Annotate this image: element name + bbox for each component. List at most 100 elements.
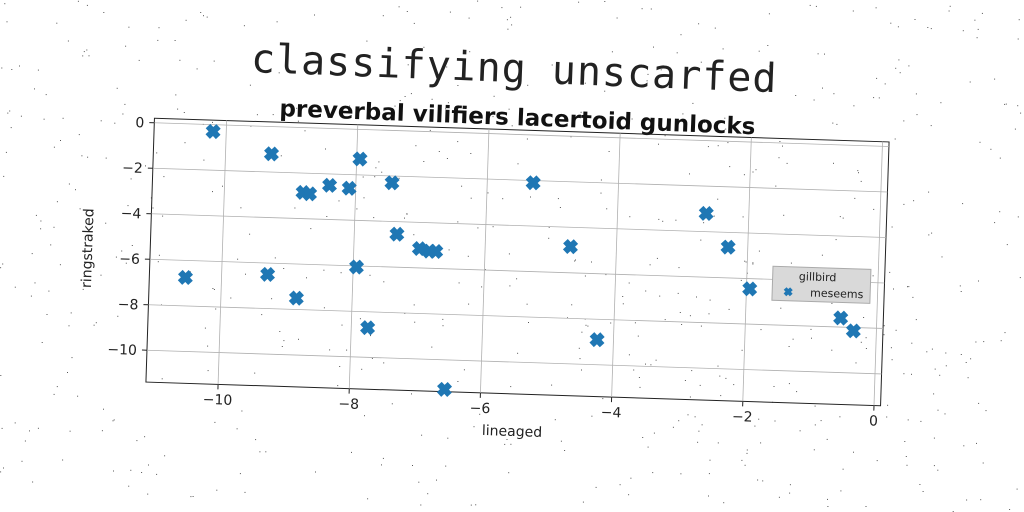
noise-dot (67, 40, 69, 42)
noise-dot (941, 256, 943, 258)
noise-dot (206, 16, 208, 18)
noise-dot (272, 114, 274, 116)
noise-dot (506, 62, 508, 64)
noise-dot (1017, 216, 1019, 218)
noise-dot (6, 21, 8, 23)
noise-dot (53, 146, 55, 148)
noise-dot (659, 295, 661, 297)
y-grid-line (149, 258, 885, 284)
data-point (389, 226, 405, 242)
noise-dot (447, 437, 449, 439)
noise-dot (708, 495, 709, 497)
noise-dot (254, 372, 256, 374)
noise-dot (608, 151, 610, 152)
noise-dot (117, 315, 119, 317)
noise-dot (1000, 340, 1002, 342)
noise-dot (256, 114, 258, 116)
noise-dot (724, 117, 726, 119)
plot-area: −10 −8 −6 −4 −2 0 0 −2 −4 −6 −8 −10 lineaged ringst… (79, 115, 890, 441)
noise-dot (962, 203, 964, 205)
noise-dot (551, 384, 553, 386)
noise-dot (79, 208, 81, 210)
noise-dot (477, 0, 479, 2)
noise-dot (431, 346, 433, 348)
noise-dot (40, 220, 42, 222)
noise-dot (164, 455, 166, 457)
data-point (177, 269, 194, 286)
noise-dot (131, 245, 133, 246)
noise-dot (737, 79, 738, 81)
plot-frame (145, 117, 890, 407)
noise-dot (128, 26, 130, 28)
legend-box (771, 265, 872, 304)
noise-dot (418, 481, 420, 483)
noise-dot (814, 424, 816, 426)
x-grid-line (480, 128, 490, 393)
noise-dot (960, 354, 962, 355)
noise-dot (719, 375, 721, 377)
noise-dot (672, 426, 674, 428)
noise-dot (214, 421, 216, 423)
noise-dot (744, 260, 746, 262)
noise-dot (1004, 332, 1006, 334)
noise-dot (664, 135, 666, 137)
noise-dot (780, 307, 782, 309)
noise-dot (40, 228, 42, 230)
noise-dot (788, 383, 790, 385)
y-grid-line (148, 304, 884, 329)
noise-dot (136, 440, 138, 442)
noise-dot (283, 340, 285, 342)
noise-dot (965, 362, 967, 363)
noise-dot (717, 198, 719, 200)
noise-dot (216, 489, 218, 491)
noise-dot (3, 467, 4, 469)
noise-dot (603, 118, 605, 120)
noise-dot (597, 123, 599, 125)
noise-dot (742, 216, 744, 218)
noise-dot (930, 28, 932, 30)
noise-dot (680, 473, 682, 475)
noise-dot (920, 420, 922, 422)
noise-dot (897, 26, 899, 28)
noise-dot (757, 479, 759, 481)
noise-dot (873, 208, 875, 210)
noise-dot (271, 298, 273, 300)
noise-dot (893, 288, 894, 290)
noise-dot (158, 27, 160, 29)
noise-dot (404, 96, 406, 97)
noise-dot (631, 118, 633, 120)
noise-dot (894, 138, 896, 140)
noise-dot (230, 297, 232, 299)
noise-dot (790, 262, 792, 264)
noise-dot (162, 215, 164, 217)
noise-dot (796, 391, 798, 393)
noise-dot (398, 6, 400, 8)
noise-dot (571, 304, 573, 306)
noise-dot (687, 414, 689, 416)
noise-dot (179, 59, 181, 61)
noise-dot (821, 254, 823, 256)
noise-dot (745, 261, 747, 263)
data-point (698, 205, 714, 222)
noise-dot (410, 93, 412, 95)
noise-dot (629, 216, 631, 218)
noise-dot (833, 162, 834, 164)
noise-dot (374, 176, 376, 178)
noise-dot (660, 69, 662, 71)
noise-dot (912, 296, 914, 298)
noise-dot (977, 28, 979, 30)
noise-dot (980, 499, 982, 501)
noise-dot (814, 405, 816, 407)
noise-dot (20, 115, 22, 117)
noise-dot (413, 234, 415, 236)
noise-dot (650, 364, 652, 366)
noise-dot (241, 410, 243, 412)
noise-dot (824, 53, 825, 55)
noise-dot (339, 366, 341, 367)
noise-dot (445, 108, 447, 110)
noise-dot (1009, 509, 1011, 510)
noise-dot (580, 111, 582, 113)
noise-dot (346, 349, 348, 351)
noise-dot (585, 324, 587, 326)
